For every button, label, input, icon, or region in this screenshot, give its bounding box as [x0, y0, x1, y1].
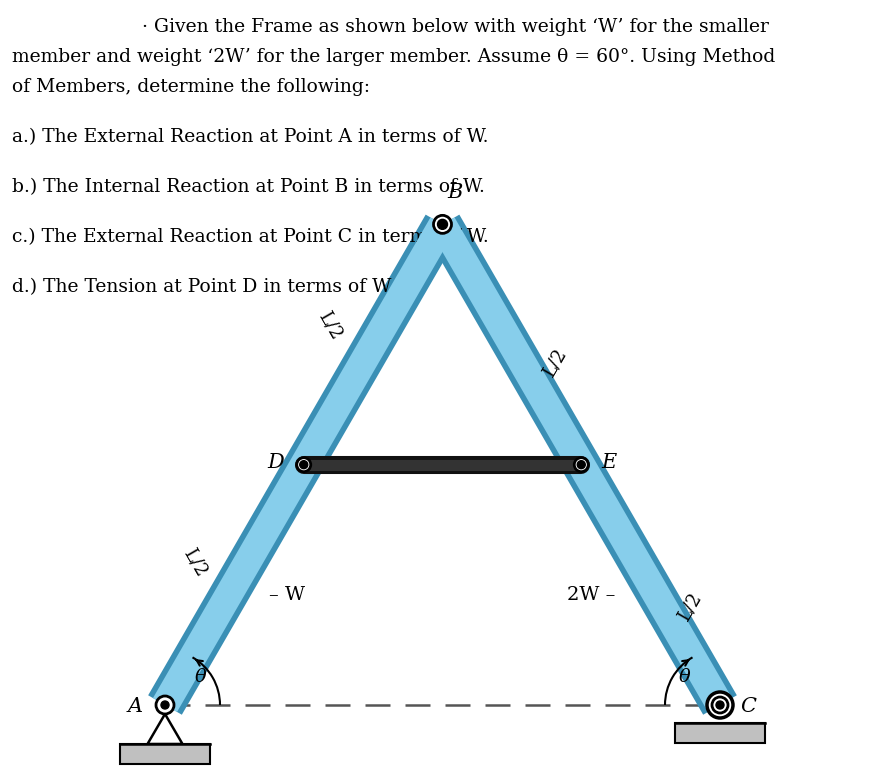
Text: L/2: L/2	[540, 346, 570, 381]
Circle shape	[707, 692, 733, 718]
Text: b.) The Internal Reaction at Point B in terms of W.: b.) The Internal Reaction at Point B in …	[12, 178, 485, 196]
Text: member and weight ‘2W’ for the larger member. Assume θ = 60°. Using Method: member and weight ‘2W’ for the larger me…	[12, 48, 775, 66]
Text: L/2: L/2	[674, 590, 705, 624]
Text: · Given the Frame as shown below with weight ‘W’ for the smaller: · Given the Frame as shown below with we…	[130, 18, 769, 36]
Text: – W: – W	[269, 586, 306, 604]
Circle shape	[437, 220, 448, 230]
Circle shape	[300, 461, 307, 468]
Text: c.) The External Reaction at Point C in terms of W.: c.) The External Reaction at Point C in …	[12, 228, 489, 246]
Text: a.) The External Reaction at Point A in terms of W.: a.) The External Reaction at Point A in …	[12, 128, 489, 146]
Text: E: E	[601, 453, 617, 472]
Text: D: D	[267, 453, 284, 472]
Text: B: B	[448, 184, 463, 202]
Circle shape	[577, 461, 585, 468]
Text: C: C	[740, 697, 756, 717]
Circle shape	[574, 458, 588, 472]
Text: 2W –: 2W –	[567, 586, 616, 604]
Circle shape	[716, 701, 724, 709]
Circle shape	[156, 696, 174, 714]
Text: L/2: L/2	[315, 308, 346, 343]
Circle shape	[712, 697, 728, 713]
Circle shape	[161, 701, 169, 709]
Text: of Members, determine the following:: of Members, determine the following:	[12, 78, 370, 96]
Circle shape	[434, 215, 451, 233]
Bar	[120, 744, 210, 764]
Text: d.) The Tension at Point D in terms of W.: d.) The Tension at Point D in terms of W…	[12, 278, 394, 296]
Text: A: A	[128, 697, 143, 717]
Text: θ: θ	[679, 668, 690, 686]
Text: θ: θ	[195, 668, 206, 686]
Bar	[675, 723, 765, 743]
Text: L/2: L/2	[180, 545, 211, 580]
Circle shape	[297, 458, 311, 472]
